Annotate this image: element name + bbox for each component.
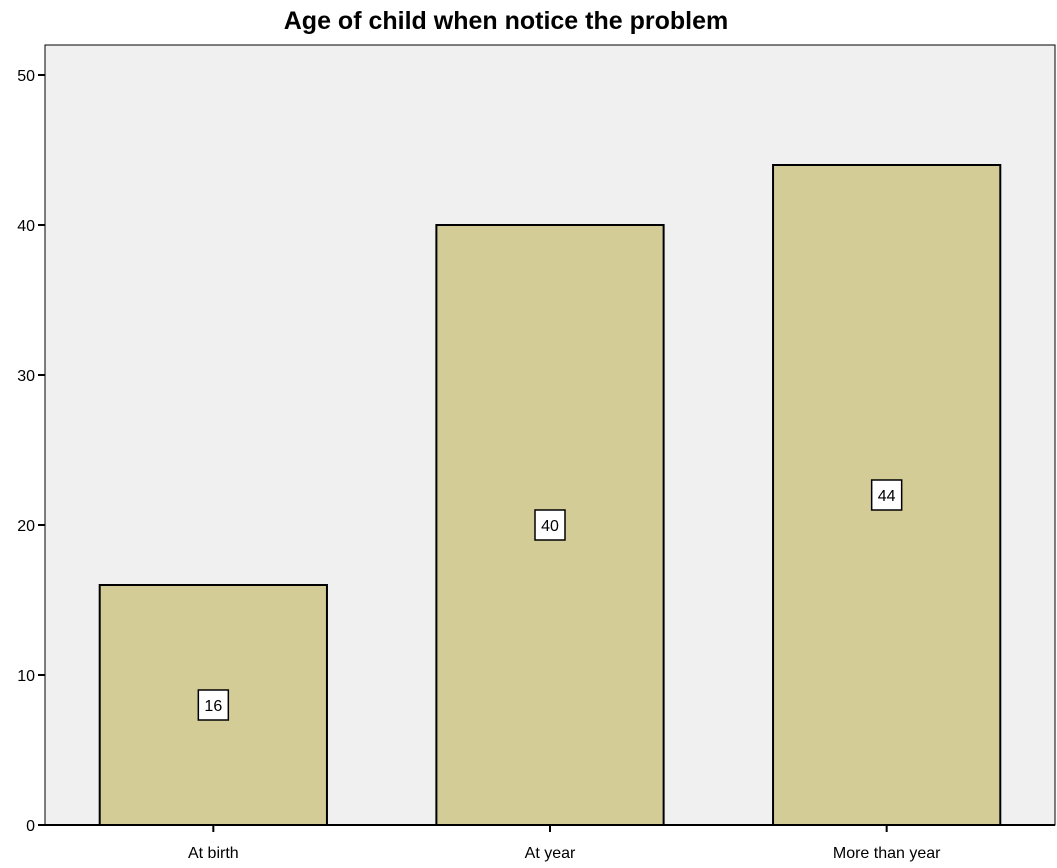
- data-label: 44: [878, 488, 896, 505]
- bars-group: [98, 164, 1002, 826]
- y-tick-label: 10: [17, 668, 35, 685]
- data-labels-group: 16 40 44: [197, 479, 903, 721]
- data-label: 16: [204, 698, 222, 715]
- y-tick-label: 40: [17, 218, 35, 235]
- y-tick-label: 0: [26, 818, 35, 835]
- y-axis: 0 10 20 30 40 50: [17, 68, 45, 835]
- x-tick-label: At birth: [188, 845, 239, 862]
- y-tick-label: 50: [17, 68, 35, 85]
- x-tick-label: At year: [525, 845, 576, 862]
- data-label-box: [870, 479, 903, 511]
- data-label: 40: [541, 518, 559, 535]
- x-axis: At birth At year More than year: [45, 824, 1055, 862]
- x-tick-label: More than year: [833, 845, 941, 862]
- chart-title: Age of child when notice the problem: [284, 7, 728, 35]
- y-tick-label: 20: [17, 518, 35, 535]
- data-label-box: [197, 689, 230, 721]
- y-tick-label: 30: [17, 368, 35, 385]
- data-label-box: [534, 509, 566, 541]
